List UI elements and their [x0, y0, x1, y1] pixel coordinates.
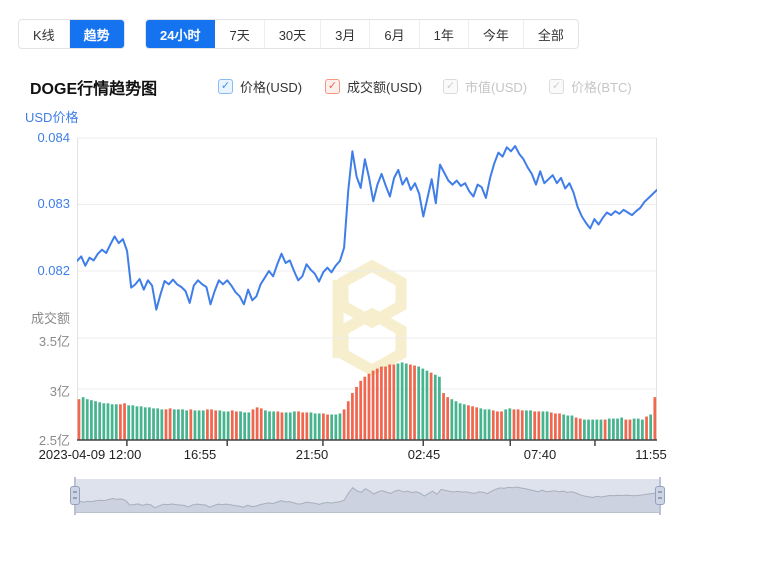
legend-marketcap-usd[interactable]: ✓ 市值(USD) — [443, 77, 527, 96]
tab-6m[interactable]: 6月 — [370, 20, 420, 48]
price-axis-title: USD价格 — [25, 110, 79, 125]
tab-3m[interactable]: 3月 — [321, 20, 371, 48]
x-axis-tick: 2023-04-09 12:00 — [38, 447, 142, 462]
legend-price-usd[interactable]: ✓ 价格(USD) — [218, 77, 302, 96]
price-tick: 0.082 — [37, 263, 70, 278]
price-volume-chart-canvas[interactable] — [77, 130, 657, 450]
price-tick: 0.084 — [37, 130, 70, 145]
legend-price-btc[interactable]: ✓ 价格(BTC) — [549, 77, 632, 96]
legend-label: 价格(USD) — [240, 80, 303, 95]
tab-24h[interactable]: 24小时 — [146, 20, 216, 48]
x-axis-tick: 16:55 — [183, 447, 217, 462]
legend-volume-usd[interactable]: ✓ 成交额(USD) — [325, 77, 422, 96]
checkbox-disabled-icon[interactable]: ✓ — [549, 79, 564, 94]
x-axis-tick: 11:55 — [635, 447, 667, 462]
time-range-tabs: 24小时 7天 30天 3月 6月 1年 今年 全部 — [145, 19, 579, 49]
page-title: DOGE行情趋势图 — [30, 81, 158, 98]
tab-kline[interactable]: K线 — [19, 20, 70, 48]
navigator-preview-area — [74, 486, 661, 514]
navigator-right-handle-icon[interactable] — [655, 486, 665, 505]
x-axis-tick: 02:45 — [407, 447, 441, 462]
navigator-left-handle-icon[interactable] — [70, 486, 80, 505]
volume-tick: 3.5亿 — [38, 334, 70, 349]
tab-all[interactable]: 全部 — [537, 27, 564, 43]
x-axis-tick: 07:40 — [523, 447, 557, 462]
checkbox-checked-icon[interactable]: ✓ — [325, 79, 340, 94]
checkbox-checked-icon[interactable]: ✓ — [218, 79, 233, 94]
checkbox-disabled-icon[interactable]: ✓ — [443, 79, 458, 94]
volume-tick: 3亿 — [49, 384, 70, 399]
legend-label: 价格(BTC) — [571, 80, 632, 95]
price-tick: 0.083 — [37, 196, 70, 211]
chart-type-tabs: K线 趋势 — [18, 19, 125, 49]
tab-trend[interactable]: 趋势 — [69, 20, 124, 48]
tab-7d[interactable]: 7天 — [215, 20, 265, 48]
tab-1y[interactable]: 1年 — [420, 20, 469, 48]
tab-ytd[interactable]: 今年 — [469, 20, 524, 48]
volume-tick: 2.5亿 — [38, 433, 70, 448]
chart-range-navigator[interactable] — [70, 477, 665, 515]
tab-30d[interactable]: 30天 — [265, 20, 322, 48]
x-axis-tick: 21:50 — [295, 447, 329, 462]
legend-label: 成交额(USD) — [347, 80, 423, 95]
volume-axis-title: 成交额 — [30, 311, 70, 326]
legend-label: 市值(USD) — [465, 80, 528, 95]
